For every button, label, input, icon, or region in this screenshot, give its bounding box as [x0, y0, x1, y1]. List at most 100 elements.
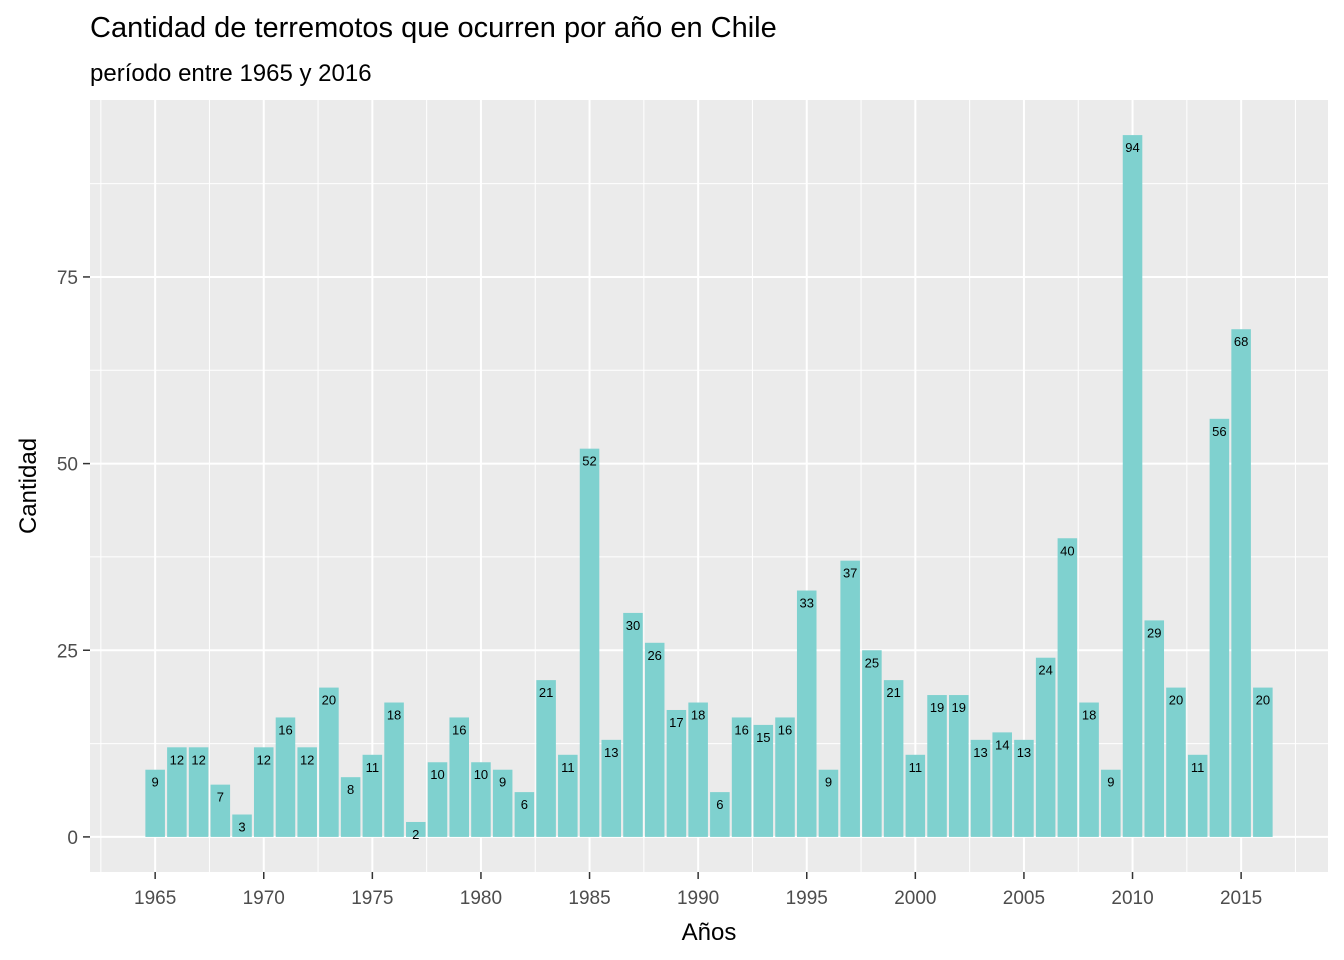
bar-2015: [1231, 329, 1251, 837]
bar-label-2004: 14: [995, 737, 1009, 752]
bar-1980: [471, 762, 491, 837]
bar-2010: [1122, 135, 1143, 837]
bar-label-1999: 21: [886, 685, 900, 700]
bar-2001: [927, 695, 947, 837]
x-tick-label: 2005: [1003, 888, 1045, 909]
chart-subtitle: período entre 1965 y 2016: [90, 60, 372, 87]
bar-1988: [644, 642, 665, 837]
bar-label-2005: 13: [1017, 745, 1031, 760]
bar-1976: [384, 702, 404, 837]
bar-label-1998: 25: [865, 655, 879, 670]
bar-label-2001: 19: [930, 700, 944, 715]
minor-gridlines: [90, 100, 1328, 872]
bar-2016: [1253, 687, 1273, 837]
bar-2012: [1166, 687, 1186, 837]
y-axis-label: Cantidad: [15, 438, 42, 534]
bar-label-1977: 2: [412, 827, 419, 842]
bar-label-2010: 94: [1125, 140, 1139, 155]
bar-1995: [796, 590, 817, 837]
bar-2011: [1144, 620, 1165, 837]
bar-label-1978: 10: [430, 767, 444, 782]
bar-label-1995: 33: [800, 596, 814, 611]
bar-1998: [862, 650, 882, 837]
bar-2005: [1014, 739, 1034, 837]
bar-label-2006: 24: [1038, 663, 1052, 678]
bar-label-2012: 20: [1169, 693, 1183, 708]
bar-label-1968: 7: [217, 790, 224, 805]
bar-2006: [1035, 657, 1056, 837]
bar-label-1979: 16: [452, 722, 466, 737]
bar-label-2013: 11: [1191, 760, 1205, 775]
x-tick-label: 1995: [786, 888, 828, 909]
bar-1994: [775, 717, 795, 837]
bar-1985: [579, 448, 600, 837]
bar-label-1986: 13: [604, 745, 618, 760]
bar-label-1990: 18: [691, 708, 705, 723]
x-tick-label: 2015: [1220, 888, 1262, 909]
bar-1989: [666, 709, 687, 837]
bar-2007: [1057, 538, 1078, 837]
bar-2009: [1101, 769, 1121, 837]
bar-label-1981: 9: [499, 775, 506, 790]
y-tick-label: 25: [57, 641, 78, 662]
bar-1996: [818, 769, 839, 837]
x-axis-label: Años: [682, 919, 737, 946]
bar-label-1973: 20: [322, 693, 336, 708]
bar-label-2011: 29: [1147, 625, 1161, 640]
bar-1978: [427, 762, 448, 837]
bar-1979: [449, 717, 470, 837]
bar-label-2003: 13: [973, 745, 987, 760]
bar-label-1975: 11: [366, 760, 380, 775]
bar-1991: [710, 792, 730, 837]
bar-label-1983: 21: [539, 685, 553, 700]
bar-label-2016: 20: [1256, 693, 1270, 708]
bar-label-1993: 15: [756, 730, 770, 745]
bar-label-1972: 12: [300, 752, 314, 767]
x-tick-label: 1985: [568, 888, 610, 909]
bar-1968: [210, 784, 231, 837]
bar-1992: [731, 717, 752, 837]
bar-label-1967: 12: [191, 752, 205, 767]
bar-1977: [406, 821, 426, 837]
bar-1983: [536, 680, 556, 837]
y-axis: 0 25 50 75: [57, 268, 90, 849]
bar-label-1971: 16: [278, 722, 292, 737]
bar-1993: [753, 724, 774, 837]
bar-label-1974: 8: [347, 782, 354, 797]
bar-1973: [319, 687, 339, 837]
bar-label-1984: 11: [561, 760, 575, 775]
bar-label-2000: 11: [909, 760, 923, 775]
bar-2003: [970, 739, 991, 837]
bar-label-1994: 16: [778, 722, 792, 737]
bar-label-1988: 26: [647, 648, 661, 663]
bar-1990: [688, 702, 708, 837]
bar-label-1965: 9: [152, 775, 159, 790]
bar-1967: [188, 747, 209, 837]
bar-label-1966: 12: [170, 752, 184, 767]
y-tick-label: 75: [57, 268, 78, 289]
bar-1975: [362, 754, 383, 837]
major-gridlines: [90, 100, 1328, 872]
bar-1971: [275, 717, 296, 837]
bar-1987: [623, 612, 643, 837]
bar-2004: [992, 732, 1012, 837]
bar-1966: [167, 747, 187, 837]
x-tick-label: 1975: [351, 888, 393, 909]
bar-1965: [145, 769, 165, 837]
bar-label-1991: 6: [716, 797, 723, 812]
bar-2008: [1079, 702, 1099, 837]
bar-1974: [340, 777, 361, 837]
bar-1986: [601, 739, 622, 837]
bar-1984: [558, 754, 578, 837]
bar-label-1997: 37: [843, 566, 857, 581]
x-axis: 1965 1970 1975 1980 1985 1990 1995 2000 2005 2010…: [134, 872, 1262, 909]
x-tick-label: 1970: [243, 888, 285, 909]
x-tick-label: 1990: [677, 888, 719, 909]
bar-label-2014: 56: [1212, 424, 1226, 439]
bar-1970: [253, 747, 274, 837]
bar-2014: [1209, 418, 1230, 837]
x-tick-label: 2010: [1111, 888, 1153, 909]
bar-1999: [883, 680, 904, 837]
